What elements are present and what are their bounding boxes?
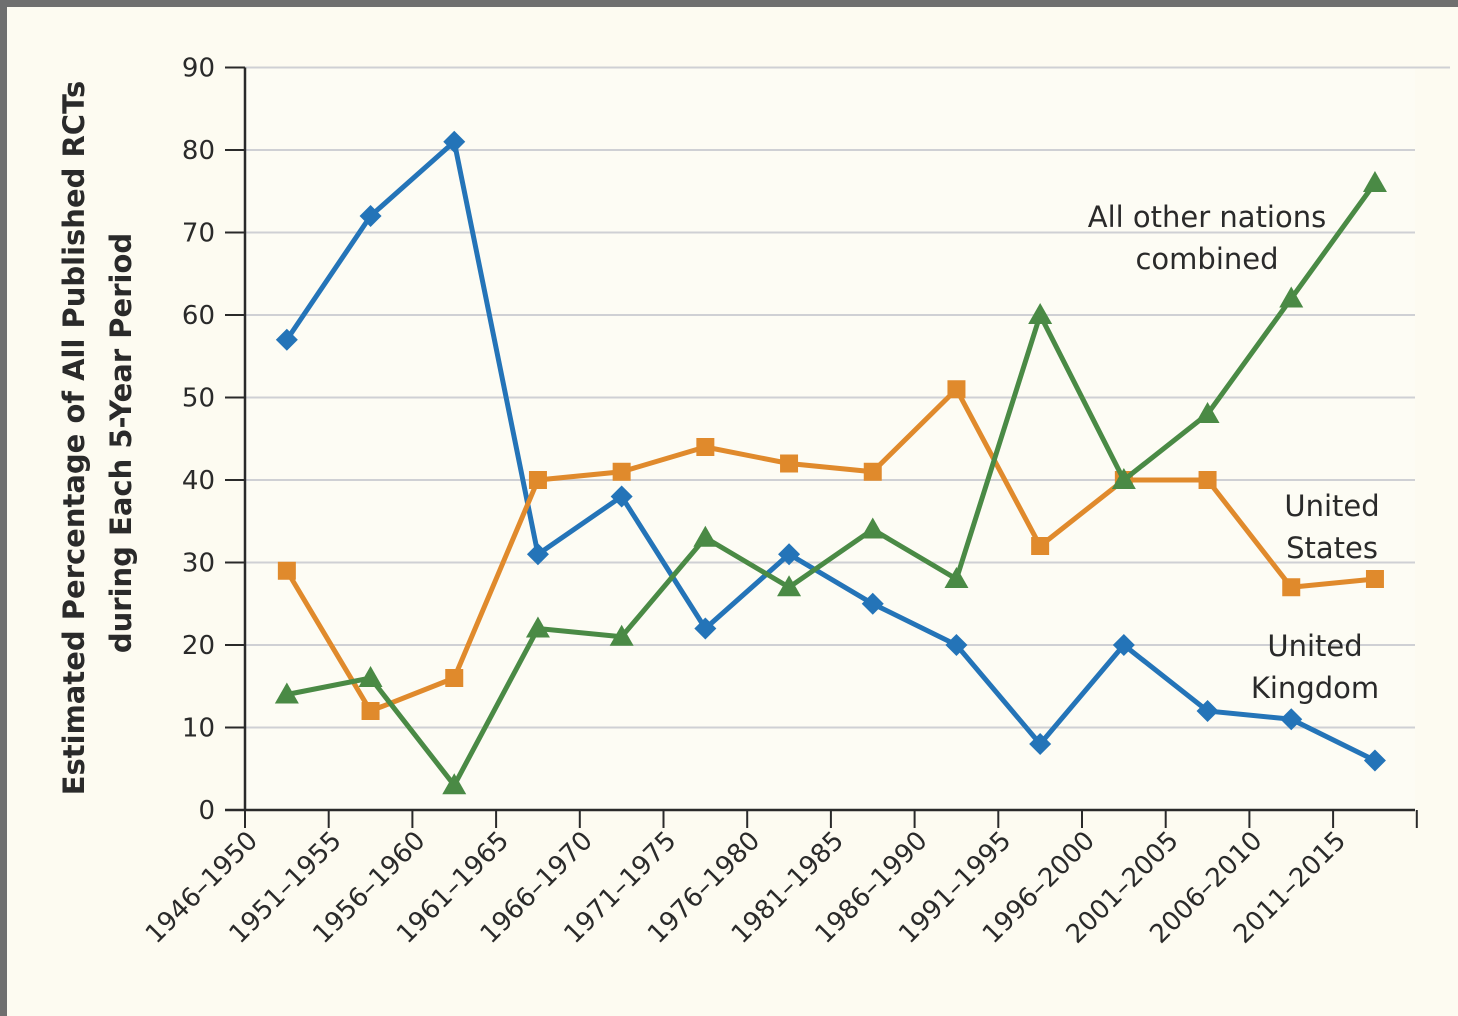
data-point xyxy=(528,471,547,489)
plot-area xyxy=(245,67,1415,810)
series-label-0-line-1: Kingdom xyxy=(1251,671,1379,705)
data-point xyxy=(1029,733,1052,755)
data-point xyxy=(1280,708,1303,731)
data-point xyxy=(1282,578,1301,597)
data-point xyxy=(1031,537,1050,555)
data-point xyxy=(693,525,718,547)
y-tick-label: 10 xyxy=(182,714,215,744)
axes xyxy=(225,67,1415,812)
series-label-1-line-1: States xyxy=(1286,531,1378,565)
data-point xyxy=(445,669,464,687)
data-point xyxy=(1198,471,1217,489)
data-point xyxy=(1028,303,1053,324)
y-axis-ticks: 0 10 20 30 40 50 60 70 80 90 xyxy=(182,54,245,826)
data-point xyxy=(1195,402,1220,423)
x-axis-ticks: 1946–19501951–19551956–19601961–19651966… xyxy=(140,810,1418,950)
series-line xyxy=(284,385,1376,715)
series-annotations: United Kingdom United States All other natio… xyxy=(1088,200,1380,705)
data-point xyxy=(694,617,717,640)
data-point xyxy=(1196,700,1219,722)
data-point xyxy=(274,682,299,704)
data-point xyxy=(777,575,802,597)
data-point xyxy=(1362,171,1387,192)
data-point xyxy=(863,462,882,481)
data-point xyxy=(1112,634,1135,656)
y-tick-label: 80 xyxy=(182,136,215,166)
data-point xyxy=(945,634,968,656)
data-point xyxy=(778,543,801,566)
series-layer xyxy=(274,130,1387,795)
data-point xyxy=(1363,749,1386,772)
y-tick-label: 90 xyxy=(182,54,215,84)
data-point xyxy=(609,624,634,646)
series-label-2-line-0: All other nations xyxy=(1088,200,1326,234)
data-point xyxy=(696,438,715,456)
data-point xyxy=(861,592,884,615)
data-point xyxy=(1365,570,1384,588)
series-0 xyxy=(275,130,1386,772)
series-label-2-line-1: combined xyxy=(1135,242,1278,276)
y-axis-title-line-1: Estimated Percentage of All Published RC… xyxy=(57,81,91,796)
y-tick-label: 0 xyxy=(198,796,215,826)
data-point xyxy=(358,666,383,687)
y-tick-label: 50 xyxy=(182,384,215,414)
data-point xyxy=(443,130,466,153)
data-point xyxy=(526,543,549,566)
y-axis-title-line-2: during Each 5-Year Period xyxy=(104,233,138,653)
data-point xyxy=(1111,468,1136,489)
y-tick-label: 30 xyxy=(182,549,215,579)
series-line xyxy=(286,181,1377,790)
data-point xyxy=(612,462,631,481)
data-point xyxy=(610,485,633,508)
series-label-0-line-0: United xyxy=(1267,629,1362,663)
data-point xyxy=(275,328,298,351)
data-point xyxy=(944,567,969,588)
y-tick-label: 60 xyxy=(182,301,215,331)
series-line xyxy=(284,137,1377,763)
series-1 xyxy=(277,380,1384,720)
y-tick-label: 40 xyxy=(182,466,215,496)
y-tick-label: 70 xyxy=(182,219,215,249)
data-point xyxy=(442,773,467,795)
data-point xyxy=(860,517,885,539)
data-point xyxy=(947,380,966,399)
y-tick-label: 20 xyxy=(182,631,215,661)
data-point xyxy=(359,205,382,227)
series-2 xyxy=(274,171,1387,795)
data-point xyxy=(780,454,799,473)
data-point xyxy=(525,616,550,638)
data-point xyxy=(277,561,296,580)
data-point xyxy=(1279,286,1304,308)
series-label-1-line-0: United xyxy=(1284,489,1379,523)
data-point xyxy=(361,702,380,720)
